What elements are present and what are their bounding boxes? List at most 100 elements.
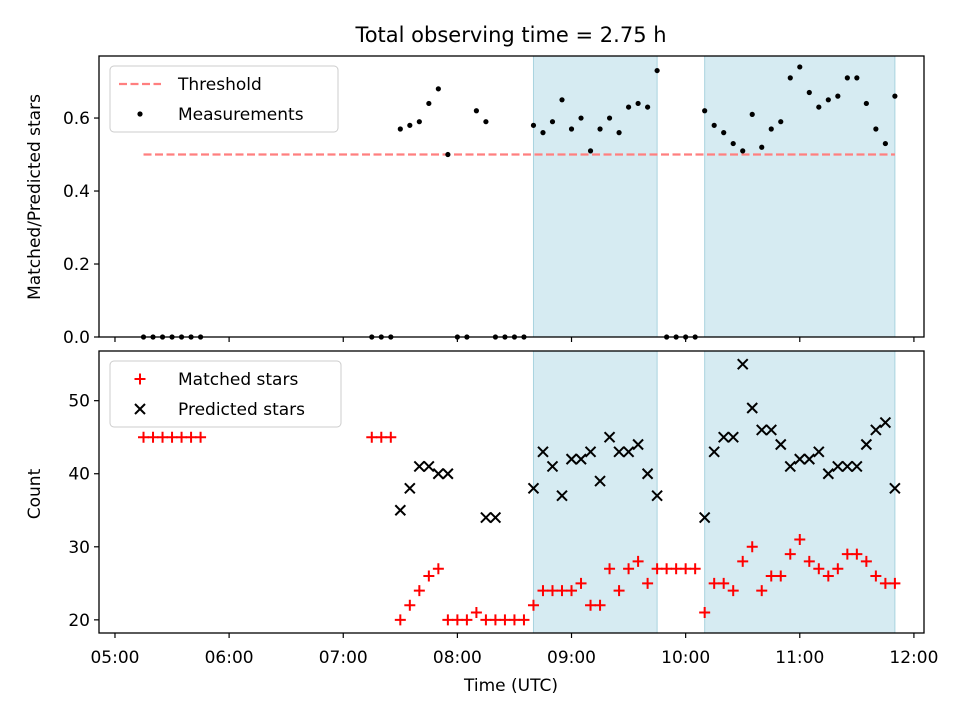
- y-tick-label: 0.0: [63, 328, 90, 348]
- matched-star-point: [489, 614, 501, 626]
- matched-star-point: [451, 614, 463, 626]
- predicted-star-point: [565, 453, 578, 465]
- predicted-star-point: [727, 431, 739, 443]
- matched-star-point: [870, 570, 882, 582]
- shaded-interval: [532, 55, 658, 338]
- predicted-star-point: [404, 482, 416, 495]
- predicted-star-point: [442, 468, 454, 480]
- matched-star-point: [385, 431, 397, 443]
- measurement-point: [730, 140, 736, 147]
- matched-star-point: [423, 570, 435, 582]
- matched-star-point: [546, 585, 558, 597]
- predicted-star-point: [584, 446, 597, 458]
- chart-title: Total observing time = 2.75 h: [354, 23, 666, 47]
- predicted-star-point: [870, 424, 882, 436]
- x-tick-label: 07:00: [319, 648, 368, 668]
- measurement-point: [854, 75, 860, 81]
- measurement-point: [426, 100, 432, 107]
- x-tick-label: 11:00: [775, 648, 824, 668]
- predicted-star-point: [546, 460, 559, 473]
- measurement-point: [702, 108, 708, 114]
- predicted-star-point: [813, 446, 825, 458]
- matched-star-point: [594, 599, 606, 611]
- matched-star-point: [746, 541, 758, 553]
- predicted-star-point: [746, 402, 758, 414]
- measurement-point: [435, 86, 441, 92]
- measurement-point: [578, 115, 584, 121]
- measurement-point: [721, 130, 727, 136]
- measurement-point: [740, 148, 746, 154]
- predicted-star-point: [423, 460, 435, 473]
- predicted-star-point: [527, 482, 540, 495]
- bottom-y-axis-label: Count: [25, 468, 45, 519]
- matched-star-point: [661, 563, 673, 575]
- measurement-point: [473, 108, 480, 114]
- measurement-point: [863, 100, 869, 107]
- y-tick-label: 40: [68, 465, 90, 485]
- matched-star-point: [699, 607, 711, 619]
- measurement-point: [768, 126, 774, 132]
- predicted-star-point: [394, 504, 407, 516]
- matched-star-point: [432, 563, 444, 575]
- matched-star-point: [879, 577, 891, 589]
- matched-star-point: [147, 431, 159, 443]
- matched-star-point: [680, 563, 692, 575]
- matched-star-point: [775, 570, 787, 582]
- measurement-point: [416, 119, 422, 125]
- predicted-star-point: [413, 460, 426, 473]
- measurement-point: [597, 126, 603, 132]
- x-tick-label: 10:00: [661, 648, 710, 668]
- predicted-star-point: [775, 438, 787, 451]
- measurement-point: [835, 93, 841, 99]
- legend-label: Matched stars: [178, 370, 298, 390]
- predicted-star-point: [622, 446, 635, 458]
- y-tick-label: 50: [68, 392, 90, 412]
- predicted-star-point: [632, 438, 644, 451]
- matched-star-point: [613, 585, 625, 597]
- legend-predicted-swatch: [134, 403, 146, 415]
- measurement-point: [549, 119, 556, 125]
- matched-star-point: [442, 614, 454, 626]
- matched-star-point: [404, 599, 416, 611]
- predicted-star-point: [765, 424, 777, 436]
- y-tick-label: 0.2: [63, 255, 90, 275]
- predicted-star-point: [480, 511, 492, 524]
- measurement-point: [616, 130, 622, 136]
- matched-star-point: [689, 563, 701, 575]
- measurement-point: [445, 151, 451, 158]
- matched-star-point: [166, 431, 178, 443]
- predicted-star-point: [832, 460, 844, 473]
- matched-star-point: [794, 533, 806, 545]
- legend: [109, 65, 339, 133]
- matched-star-point: [556, 585, 568, 597]
- axes-frame: [98, 350, 925, 634]
- measurement-point: [749, 111, 755, 117]
- measurement-point: [759, 144, 765, 150]
- matched-star-point: [803, 555, 815, 567]
- matched-star-point: [889, 577, 901, 589]
- matched-star-point: [527, 599, 539, 611]
- matched-star-point: [575, 577, 587, 589]
- measurement-point: [892, 93, 898, 99]
- matched-star-point: [737, 555, 749, 567]
- predicted-star-point: [613, 446, 625, 458]
- measurement-point: [825, 97, 831, 103]
- predicted-star-point: [651, 489, 663, 502]
- predicted-star-point: [575, 453, 587, 465]
- predicted-star-point: [708, 446, 720, 458]
- predicted-star-point: [756, 424, 768, 436]
- top-panel: 0.0 0.2 0.4 0.6 Threshold Measurements: [63, 55, 925, 348]
- y-tick-label: 0.4: [63, 182, 90, 202]
- matched-star-point: [860, 555, 872, 567]
- matched-star-point: [832, 563, 844, 575]
- matched-star-point: [518, 614, 530, 626]
- measurement-point: [778, 119, 784, 125]
- matched-star-point: [765, 570, 777, 582]
- predicted-star-point: [717, 431, 730, 443]
- predicted-star-point: [737, 358, 749, 370]
- predicted-star-point: [432, 468, 445, 480]
- matched-star-point: [366, 431, 378, 443]
- matched-star-point: [470, 607, 482, 619]
- measurement-point: [787, 75, 793, 81]
